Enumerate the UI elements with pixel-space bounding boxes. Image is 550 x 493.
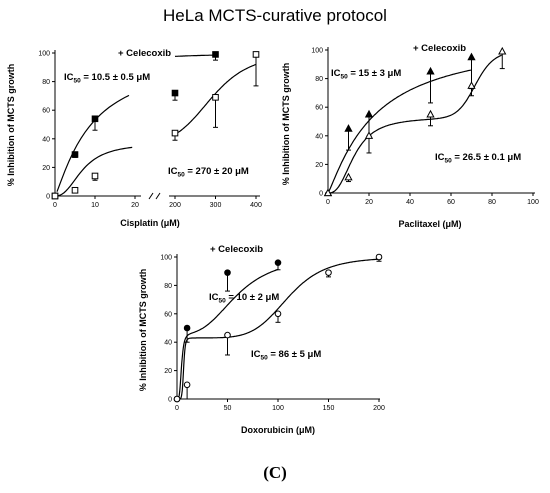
x-tick-label: 0 bbox=[326, 199, 330, 206]
data-point bbox=[467, 81, 476, 89]
series-open-triangle bbox=[323, 46, 507, 197]
data-point bbox=[325, 269, 332, 276]
x-tick-label: 200 bbox=[169, 202, 181, 209]
x-tick-label: 80 bbox=[488, 199, 496, 206]
x-tick-label: 100 bbox=[527, 199, 539, 206]
y-tick-label: 80 bbox=[164, 283, 172, 290]
paclitaxel-chart: 0 20 40 60 80 100 0 20 40 60 80 100 Paclitaxel (μM)%… bbox=[281, 43, 539, 229]
y-axis-label: % Inhibition of MCTS growth bbox=[281, 63, 291, 185]
y-tick-label: 20 bbox=[42, 165, 50, 172]
fit-curve bbox=[174, 54, 216, 57]
data-point bbox=[212, 51, 219, 58]
y-axis-label: % Inhibition of MCTS growth bbox=[138, 269, 148, 391]
y-tick-label: 20 bbox=[315, 162, 323, 169]
y-tick-label: 40 bbox=[315, 133, 323, 140]
fit-curve bbox=[56, 94, 130, 192]
data-point bbox=[364, 109, 374, 118]
data-point bbox=[183, 324, 191, 332]
data-point bbox=[71, 151, 79, 158]
x-tick-label: 200 bbox=[373, 405, 385, 412]
y-tick-label: 20 bbox=[164, 368, 172, 375]
figure-title: HeLa MCTS-curative protocol bbox=[163, 6, 387, 25]
data-point bbox=[467, 52, 476, 61]
fit-curve bbox=[177, 269, 278, 400]
data-point bbox=[344, 172, 353, 181]
series-open-circle bbox=[173, 253, 383, 403]
y-axis-label: % Inhibition of MCTS growth bbox=[6, 64, 16, 186]
data-point bbox=[375, 253, 383, 261]
y-tick-label: 0 bbox=[168, 397, 172, 404]
axis-break-mark bbox=[148, 192, 154, 200]
panel-label: (C) bbox=[263, 463, 287, 482]
data-point bbox=[224, 269, 231, 276]
y-tick-label: 80 bbox=[42, 79, 50, 86]
fit-curve bbox=[174, 63, 257, 135]
data-point bbox=[344, 124, 353, 132]
y-tick-label: 40 bbox=[42, 136, 50, 143]
x-tick-label: 150 bbox=[323, 405, 335, 412]
ic50-open-label: IC50 = 270 ± 20 μM bbox=[168, 166, 249, 179]
x-tick-label: 0 bbox=[175, 405, 179, 412]
data-point bbox=[171, 89, 179, 97]
data-point bbox=[323, 188, 333, 197]
ic50-open-label: IC50 = 26.5 ± 0.1 μM bbox=[435, 152, 521, 165]
data-point bbox=[91, 115, 99, 123]
x-tick-label: 60 bbox=[447, 199, 455, 206]
x-tick-label: 300 bbox=[210, 202, 222, 209]
data-point bbox=[426, 66, 435, 75]
x-axis-label: Cisplatin (μM) bbox=[120, 218, 180, 228]
y-tick-label: 80 bbox=[315, 76, 323, 83]
legend-celecoxib: + Celecoxib bbox=[413, 43, 466, 54]
ic50-filled-label: IC50 = 10.5 ± 0.5 μM bbox=[64, 72, 150, 85]
x-tick-label: 100 bbox=[272, 405, 284, 412]
series-open-square bbox=[51, 51, 260, 200]
data-point bbox=[91, 172, 99, 180]
y-tick-label: 60 bbox=[42, 108, 50, 115]
y-tick-label: 0 bbox=[319, 191, 323, 198]
ic50-open-label: IC50 = 86 ± 5 μM bbox=[251, 349, 321, 362]
data-point bbox=[364, 131, 374, 139]
y-tick-label: 100 bbox=[160, 255, 172, 262]
data-point bbox=[274, 259, 282, 266]
cisplatin-chart: 0 20 40 60 80 100 0 10 20 200 300 400 Cisplatin (μM)… bbox=[6, 48, 262, 228]
legend-celecoxib: + Celecoxib bbox=[210, 244, 263, 255]
fit-curve bbox=[328, 54, 502, 194]
axis-break-mark bbox=[155, 192, 161, 200]
data-point bbox=[252, 51, 260, 58]
y-tick-label: 100 bbox=[38, 51, 50, 58]
data-point bbox=[171, 129, 179, 137]
fit-curve bbox=[56, 146, 133, 197]
data-point bbox=[224, 331, 231, 339]
y-tick-label: 100 bbox=[311, 48, 323, 55]
data-point bbox=[183, 381, 191, 389]
fit-curve bbox=[327, 69, 472, 193]
data-point bbox=[426, 109, 435, 118]
legend-celecoxib: + Celecoxib bbox=[118, 48, 171, 59]
x-tick-label: 20 bbox=[365, 199, 373, 206]
x-tick-label: 10 bbox=[91, 202, 99, 209]
x-tick-label: 400 bbox=[250, 202, 262, 209]
x-tick-label: 0 bbox=[53, 202, 57, 209]
ic50-filled-label: IC50 = 15 ± 3 μM bbox=[331, 68, 401, 81]
fit-curve bbox=[177, 258, 379, 400]
doxorubicin-chart: 0 20 40 60 80 100 0 50 100 150 200 Doxorubicin (μM)… bbox=[138, 244, 385, 435]
x-axis-label: Paclitaxel (μM) bbox=[398, 219, 461, 229]
data-point bbox=[173, 395, 181, 403]
data-point bbox=[212, 94, 219, 101]
data-point bbox=[51, 192, 59, 200]
y-tick-label: 40 bbox=[164, 340, 172, 347]
x-axis-label: Doxorubicin (μM) bbox=[241, 425, 315, 435]
y-tick-label: 0 bbox=[46, 194, 50, 201]
y-tick-label: 60 bbox=[164, 311, 172, 318]
series-filled-circle bbox=[173, 259, 282, 403]
y-tick-label: 60 bbox=[315, 105, 323, 112]
ic50-filled-label: IC50 = 10 ± 2 μM bbox=[209, 292, 279, 305]
x-tick-label: 20 bbox=[131, 202, 139, 209]
data-point bbox=[498, 46, 507, 55]
data-point bbox=[71, 186, 79, 194]
data-point bbox=[274, 310, 282, 318]
x-tick-label: 40 bbox=[406, 199, 414, 206]
x-tick-label: 50 bbox=[224, 405, 232, 412]
